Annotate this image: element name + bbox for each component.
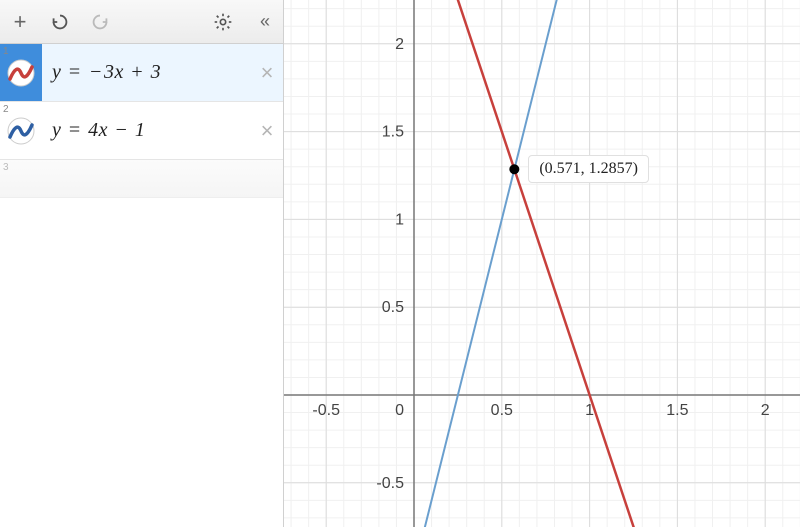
collapse-icon: « xyxy=(260,11,266,32)
expression-row[interactable]: 1 y = −3x + 3 × xyxy=(0,44,283,102)
undo-icon xyxy=(49,11,71,33)
expression-panel: + xyxy=(0,0,284,527)
panel-toolbar: + xyxy=(0,0,283,44)
svg-text:2: 2 xyxy=(761,402,770,419)
collapse-panel-button[interactable]: « xyxy=(243,0,283,44)
formula-text[interactable]: y = −3x + 3 xyxy=(42,61,251,84)
row-index: 3 xyxy=(3,162,9,173)
line-swatch-icon xyxy=(7,59,35,87)
gear-icon xyxy=(213,12,233,32)
svg-text:1: 1 xyxy=(395,211,404,228)
empty-expression-row[interactable]: 3 xyxy=(0,160,283,198)
delete-expression-button[interactable]: × xyxy=(251,118,283,144)
expression-list: 1 y = −3x + 3 × 2 y = 4x − 1 × 3 xyxy=(0,44,283,527)
redo-button[interactable] xyxy=(80,0,120,44)
svg-text:-0.5: -0.5 xyxy=(376,475,404,492)
line-swatch-icon xyxy=(7,117,35,145)
delete-expression-button[interactable]: × xyxy=(251,60,283,86)
add-expression-button[interactable]: + xyxy=(0,0,40,44)
redo-icon xyxy=(89,11,111,33)
svg-text:0: 0 xyxy=(395,402,404,419)
svg-text:1.5: 1.5 xyxy=(382,124,404,141)
settings-button[interactable] xyxy=(203,0,243,44)
svg-text:-0.5: -0.5 xyxy=(312,402,340,419)
row-index: 1 xyxy=(3,46,9,57)
close-icon: × xyxy=(261,60,274,85)
svg-text:1.5: 1.5 xyxy=(666,402,688,419)
plus-icon: + xyxy=(14,9,27,35)
close-icon: × xyxy=(261,118,274,143)
undo-button[interactable] xyxy=(40,0,80,44)
intersection-label: (0.571, 1.2857) xyxy=(528,155,649,183)
formula-text[interactable]: y = 4x − 1 xyxy=(42,119,251,142)
svg-text:2: 2 xyxy=(395,36,404,53)
expression-row[interactable]: 2 y = 4x − 1 × xyxy=(0,102,283,160)
svg-text:0.5: 0.5 xyxy=(491,402,513,419)
svg-text:0.5: 0.5 xyxy=(382,299,404,316)
intersection-point[interactable] xyxy=(509,164,519,174)
row-index: 2 xyxy=(3,104,9,115)
graph-canvas[interactable]: -0.500.511.52-0.50.511.52 xyxy=(284,0,800,527)
graph-panel[interactable]: -0.500.511.52-0.50.511.52 (0.571, 1.2857… xyxy=(284,0,800,527)
